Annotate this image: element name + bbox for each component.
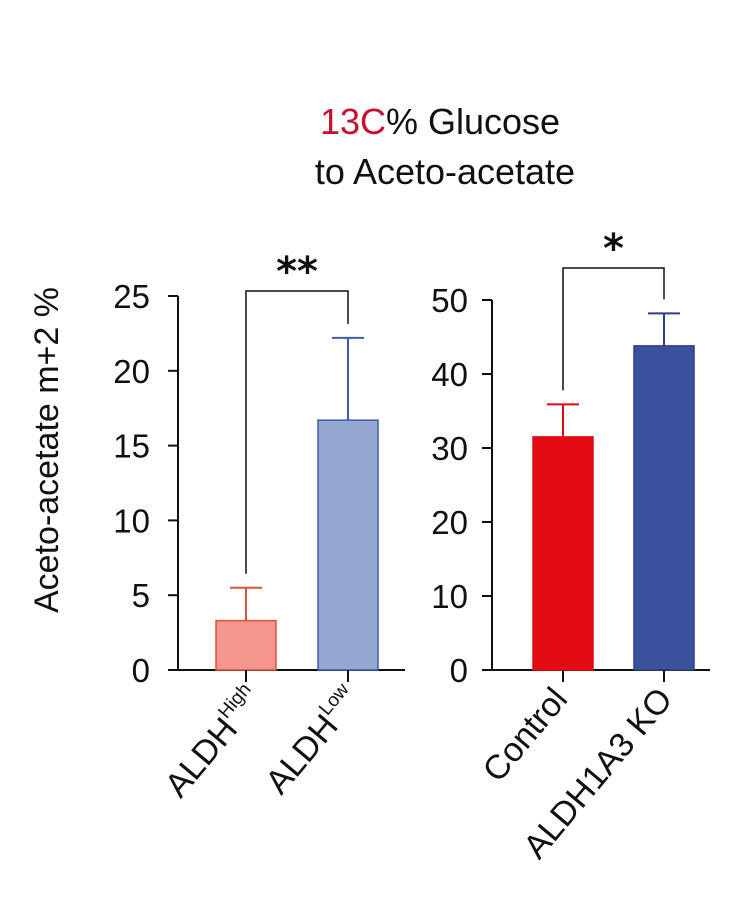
y-axis-label: Aceto-acetate m+2 % [28,287,66,613]
bar [532,436,594,671]
significance-bracket [562,267,665,391]
bar [215,619,277,671]
y-tick-label: 20 [431,504,468,541]
bar [317,419,379,671]
y-tick-label: 0 [132,652,150,689]
bar [633,345,695,671]
chart-title-line1: 13C% Glucose [320,101,560,142]
y-tick-label: 10 [113,502,150,539]
category-label-base: Control [476,681,576,789]
y-tick-label: 50 [431,282,468,319]
y-tick-label: 0 [450,652,468,689]
category-label: ALDHLow [257,679,369,801]
significance-bracket [245,290,349,574]
y-tick-label: 40 [431,356,468,393]
category-label: Control [476,681,576,789]
y-tick-label: 5 [132,577,150,614]
title-accent: 13C [320,101,386,142]
significance-label: ** [276,249,318,295]
title-rest: % Glucose [386,101,560,142]
y-tick-label: 10 [431,578,468,615]
y-tick-label: 30 [431,430,468,467]
category-label: ALDHHigh [156,679,270,804]
chart-title-line2: to Aceto-acetate [315,151,575,192]
y-tick-label: 15 [113,428,150,465]
category-label-base: ALDH [158,711,245,805]
y-tick-label: 25 [113,278,150,315]
significance-label: * [603,226,624,272]
y-tick-label: 20 [113,353,150,390]
category-label-base: ALDH [258,707,345,801]
